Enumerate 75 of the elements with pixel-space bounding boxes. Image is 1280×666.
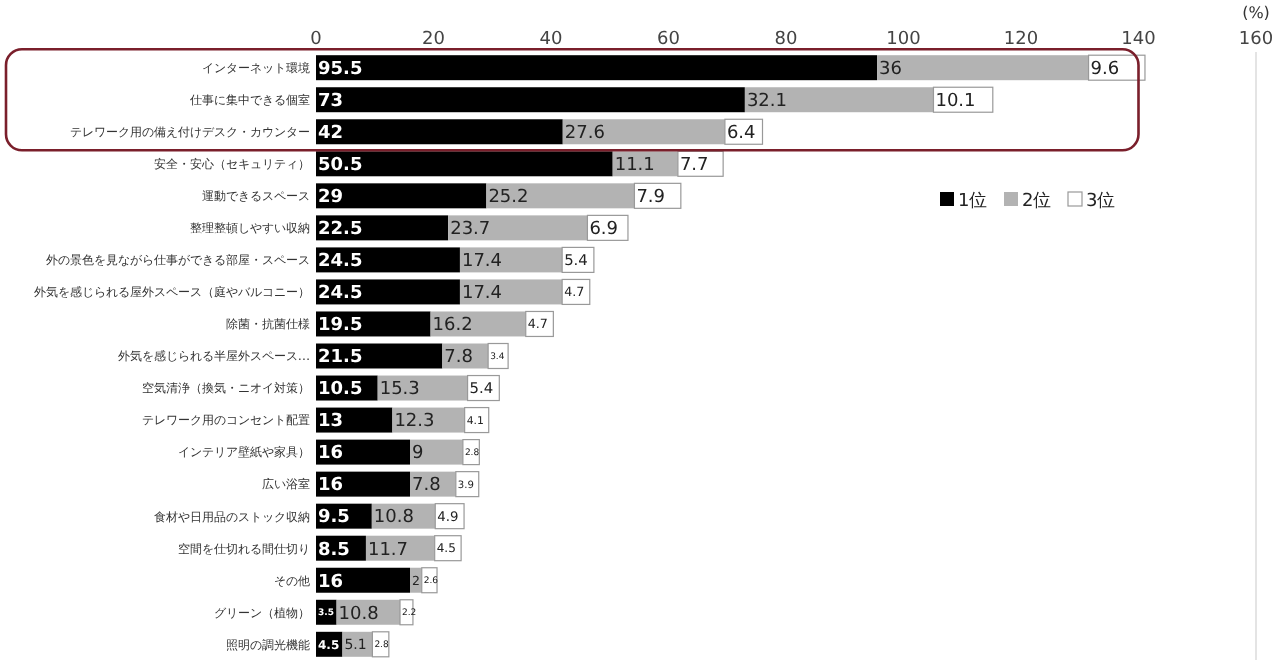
- bar: [399, 599, 414, 626]
- bar: [744, 87, 934, 113]
- bar: [316, 183, 487, 209]
- data-label: 10.5: [318, 380, 363, 401]
- data-label: 9.5: [318, 508, 350, 529]
- x-tick-label: 20: [422, 30, 446, 50]
- data-label: 10.8: [338, 604, 380, 625]
- x-tick-label: 120: [1003, 30, 1039, 50]
- x-tick-label: 80: [774, 30, 798, 50]
- x-tick-label: 40: [539, 30, 563, 50]
- data-label: 21.5: [318, 348, 363, 369]
- data-label: 7.9: [636, 188, 666, 209]
- data-label: 8.5: [318, 540, 350, 561]
- data-label: 16: [318, 572, 344, 593]
- data-label: 32.1: [746, 92, 787, 113]
- data-label: 17.4: [461, 252, 503, 273]
- data-label: 42: [318, 124, 344, 145]
- bar: [316, 247, 460, 273]
- x-tick-label: 60: [657, 30, 681, 50]
- x-tick-label: 140: [1121, 30, 1157, 50]
- legend-label: 1位: [958, 190, 988, 213]
- data-label: 9: [412, 444, 424, 465]
- bar: [459, 279, 563, 305]
- data-label: 11.7: [367, 540, 409, 561]
- data-label: 23.7: [450, 220, 491, 241]
- x-axis-title: (%): [1242, 3, 1270, 22]
- data-label: 50.5: [318, 156, 363, 177]
- data-label: 36: [879, 60, 903, 80]
- data-label: 6.9: [589, 220, 619, 241]
- bar: [316, 87, 745, 113]
- x-tick-label: 100: [886, 30, 922, 50]
- bar: [316, 119, 563, 145]
- data-label: 7.8: [412, 476, 442, 497]
- bar: [316, 215, 449, 241]
- bar: [448, 215, 588, 241]
- legend-label: 2位: [1022, 190, 1052, 213]
- bar: [459, 247, 563, 273]
- data-label: 11.1: [614, 156, 655, 177]
- data-label: 19.5: [318, 316, 363, 337]
- data-label: 15.3: [379, 380, 420, 401]
- data-label: 7.8: [444, 348, 474, 369]
- x-tick-label: 160: [1238, 30, 1274, 50]
- data-label: 10.1: [935, 92, 976, 113]
- bar: [877, 55, 1089, 81]
- data-label: 12.3: [394, 412, 435, 433]
- data-label: 24.5: [318, 252, 363, 273]
- data-label: 10.8: [373, 508, 415, 529]
- legend-label: 3位: [1086, 190, 1116, 213]
- data-label: 16.2: [432, 316, 473, 337]
- data-label: 16: [318, 476, 344, 497]
- data-label: 25.2: [488, 188, 529, 209]
- bar: [316, 279, 460, 305]
- bar: [487, 342, 509, 370]
- bar: [316, 151, 613, 177]
- data-label: 9.6: [1090, 60, 1120, 80]
- data-label: 6.4: [726, 124, 757, 145]
- bar: [316, 567, 410, 593]
- bar: [316, 471, 410, 497]
- bar: [316, 55, 878, 81]
- data-label: 13: [318, 412, 344, 433]
- data-label: 7.7: [679, 156, 709, 177]
- data-label: 24.5: [318, 284, 363, 305]
- data-label: 22.5: [318, 220, 363, 241]
- data-label: 95.5: [318, 60, 363, 80]
- data-label: 73: [318, 92, 344, 113]
- data-label: 17.4: [461, 284, 503, 305]
- bar: [486, 183, 635, 209]
- bar: [562, 119, 725, 145]
- data-label: 16: [318, 444, 344, 465]
- x-tick-label: 0: [310, 30, 323, 50]
- data-label: 29: [318, 188, 344, 209]
- data-label: 27.6: [564, 124, 606, 145]
- bar: [316, 439, 410, 465]
- bar: [410, 439, 463, 465]
- bar: [464, 406, 490, 434]
